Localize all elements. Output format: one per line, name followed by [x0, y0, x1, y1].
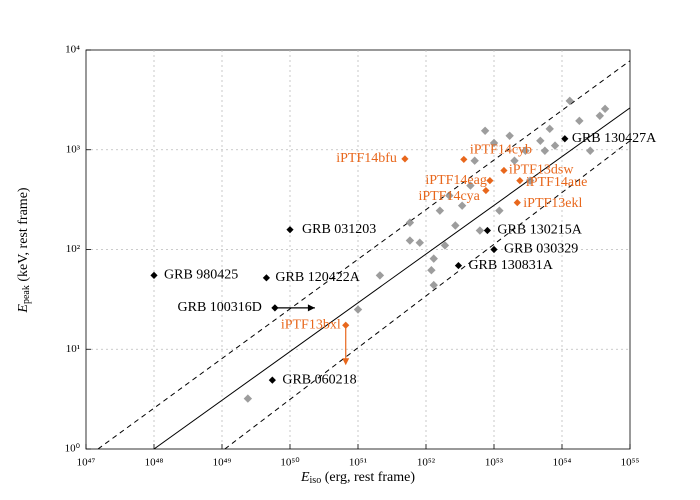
- point-label: GRB 130215A: [497, 223, 582, 238]
- x-label-subscript: iso: [310, 475, 322, 486]
- y-axis-label: Epeak (keV, rest frame): [16, 187, 32, 313]
- data-point: [470, 156, 479, 165]
- x-label-text: (erg, rest frame): [321, 470, 415, 485]
- data-point: [536, 136, 545, 145]
- point-label: iPTF14eag: [425, 173, 486, 188]
- data-point: [271, 304, 279, 312]
- data-point: [550, 141, 560, 150]
- data-point: [561, 135, 569, 143]
- y-tick-label: 10³: [66, 143, 81, 155]
- data-point: [454, 261, 463, 270]
- point-label: GRB 980425: [164, 268, 238, 283]
- data-point: [540, 146, 550, 155]
- point-label: iPTF13bxl: [281, 317, 341, 332]
- x-tick-label: 10⁴⁹: [213, 457, 232, 469]
- data-point: [495, 206, 504, 215]
- data-point: [480, 126, 490, 135]
- data-point: [342, 321, 350, 329]
- data-point: [429, 280, 438, 290]
- point-label: GRB 031203: [302, 222, 376, 237]
- data-point: [490, 245, 498, 254]
- point-label: iPTF13ekl: [523, 196, 582, 211]
- x-axis-label: Eiso (erg, rest frame): [300, 470, 415, 486]
- data-point: [405, 218, 415, 227]
- x-tick-label: 10⁵⁰: [280, 457, 300, 469]
- x-tick-label: 10⁵⁵: [621, 457, 640, 469]
- arrow-head: [307, 304, 315, 312]
- data-point: [466, 181, 475, 190]
- data-point: [451, 221, 460, 230]
- x-tick-label: 10⁵²: [417, 457, 436, 469]
- point-label: iPTF14cyb: [470, 143, 532, 158]
- data-point: [510, 156, 519, 165]
- data-point: [150, 271, 158, 279]
- data-point: [513, 199, 521, 207]
- data-point: [375, 271, 385, 280]
- data-point: [505, 131, 514, 140]
- x-tick-label: 10⁴⁷: [77, 457, 96, 469]
- data-point: [516, 177, 524, 185]
- data-point: [489, 138, 499, 148]
- data-point: [500, 166, 508, 175]
- arrow-head: [342, 358, 350, 366]
- y-label-symbol: E: [16, 304, 31, 314]
- data-point: [445, 191, 454, 200]
- point-label: GRB 120422A: [275, 270, 360, 285]
- y-tick-label: 10¹: [66, 343, 80, 355]
- data-point: [401, 155, 409, 163]
- x-tick-label: 10⁵⁴: [553, 457, 572, 469]
- y-tick-label: 10⁴: [65, 44, 80, 56]
- data-point: [435, 206, 445, 215]
- data-point: [545, 124, 554, 134]
- data-point: [460, 155, 468, 164]
- point-label: GRB 130427A: [572, 131, 657, 146]
- relation-line: [224, 140, 630, 449]
- point-label: GRB 100316D: [178, 300, 262, 315]
- data-point: [427, 266, 436, 275]
- y-label-text: (keV, rest frame): [16, 187, 31, 285]
- point-label: iPTF13dsw: [509, 163, 574, 178]
- x-tick-label: 10⁵¹: [349, 457, 367, 469]
- data-point: [243, 394, 253, 403]
- y-tick-label: 10⁰: [65, 443, 81, 455]
- data-point: [262, 274, 271, 282]
- data-point: [440, 241, 450, 250]
- data-point: [268, 376, 276, 384]
- point-label: GRB 030329: [504, 242, 578, 257]
- relation-line: [97, 60, 630, 449]
- data-point: [600, 104, 610, 114]
- data-point: [483, 226, 492, 235]
- y-label-subscript: peak: [21, 285, 32, 304]
- y-tick-label: 10²: [66, 243, 81, 255]
- data-point: [486, 177, 494, 185]
- data-point: [405, 236, 415, 245]
- data-point: [525, 176, 535, 185]
- x-tick-label: 10⁴⁸: [145, 457, 164, 469]
- point-label: GRB 060218: [282, 372, 356, 387]
- point-label: iPTF14cya: [418, 189, 480, 204]
- point-label: GRB 130831A: [468, 258, 553, 273]
- point-label: iPTF14bfu: [336, 151, 397, 166]
- data-point: [586, 146, 595, 155]
- data-point: [595, 111, 605, 120]
- data-point: [575, 116, 584, 126]
- data-point: [521, 146, 530, 155]
- relation-line: [153, 107, 630, 449]
- x-label-symbol: E: [300, 470, 310, 485]
- data-point: [565, 96, 574, 106]
- data-point: [286, 226, 294, 234]
- data-point: [475, 226, 485, 235]
- data-point: [415, 238, 424, 247]
- x-tick-label: 10⁵³: [485, 457, 504, 469]
- data-point: [353, 305, 363, 314]
- data-point: [457, 201, 467, 210]
- data-point: [482, 186, 490, 195]
- data-point: [429, 254, 438, 263]
- point-label: iPTF14aue: [526, 175, 587, 190]
